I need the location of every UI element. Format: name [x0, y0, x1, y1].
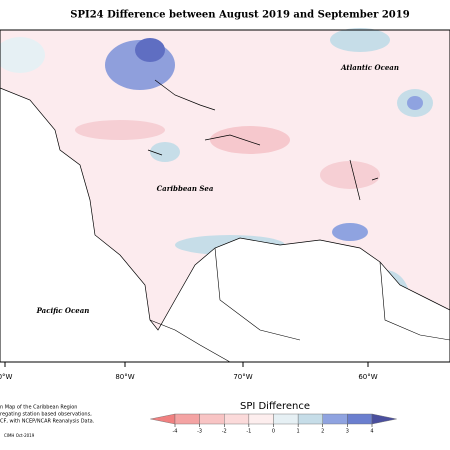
footnote-line: n Map of the Caribbean Region	[0, 405, 77, 411]
islands	[147, 79, 379, 201]
colorbar-segment	[199, 413, 225, 425]
footnote: n Map of the Caribbean Region regating s…	[0, 405, 95, 439]
colorbar-segment	[347, 413, 373, 425]
map-title: SPI24 Difference between August 2019 and…	[70, 10, 409, 21]
colorbar-segment	[174, 413, 200, 425]
wet-area	[330, 28, 390, 52]
colorbar-tick-label: -1	[246, 429, 251, 435]
colorbar-segment	[297, 413, 323, 425]
lon-label: 80°W	[115, 373, 134, 381]
dry-area	[320, 161, 380, 189]
colorbar-title: SPI Difference	[240, 401, 310, 412]
wet-area	[135, 38, 165, 62]
map: Atlantic Ocean Caribbean Sea Pacific Oce…	[0, 28, 450, 363]
wet-area	[150, 142, 180, 162]
colorbar-tick-label: 3	[346, 429, 349, 435]
ocean-label: Pacific Ocean	[36, 306, 90, 315]
footnote-line: regating station based observations,	[0, 412, 92, 418]
colorbar: SPI Difference -4 -3 -2 -1 0 1 2 3 4	[150, 401, 397, 435]
colorbar-tick-label: -4	[173, 429, 178, 435]
colorbar-segment	[273, 413, 299, 425]
colorbar-extend	[371, 413, 397, 425]
footnote-line: CIMH Oct-2019	[4, 433, 35, 438]
colorbar-extend	[150, 413, 176, 425]
longitude-axis: 0°W 80°W 70°W 60°W	[0, 362, 378, 381]
colorbar-segment	[248, 413, 274, 425]
wet-area	[332, 223, 368, 241]
lon-label: 60°W	[358, 373, 377, 381]
map-frame	[0, 29, 450, 363]
footnote-line: CF, with NCEP/NCAR Reanalysis Data.	[0, 419, 95, 425]
colorbar-segment	[322, 413, 348, 425]
colorbar-tick-label: -2	[222, 429, 227, 435]
borders	[149, 247, 450, 363]
wet-area	[407, 96, 423, 110]
colorbar-tick-label: -3	[197, 429, 202, 435]
land-and-pacific	[0, 87, 450, 363]
wet-area	[0, 37, 45, 73]
colorbar-tick-label: 4	[370, 429, 373, 435]
dry-area	[75, 120, 165, 140]
lon-label: 70°W	[233, 373, 252, 381]
colorbar-tick-label: 0	[272, 429, 275, 435]
ocean-label: Caribbean Sea	[157, 184, 214, 193]
ocean-label: Atlantic Ocean	[340, 63, 399, 72]
colorbar-segment	[224, 413, 250, 425]
lon-label: 0°W	[0, 373, 13, 381]
colorbar-tick-label: 1	[297, 429, 300, 435]
dry-area	[210, 126, 290, 154]
colorbar-tick-label: 2	[321, 429, 324, 435]
